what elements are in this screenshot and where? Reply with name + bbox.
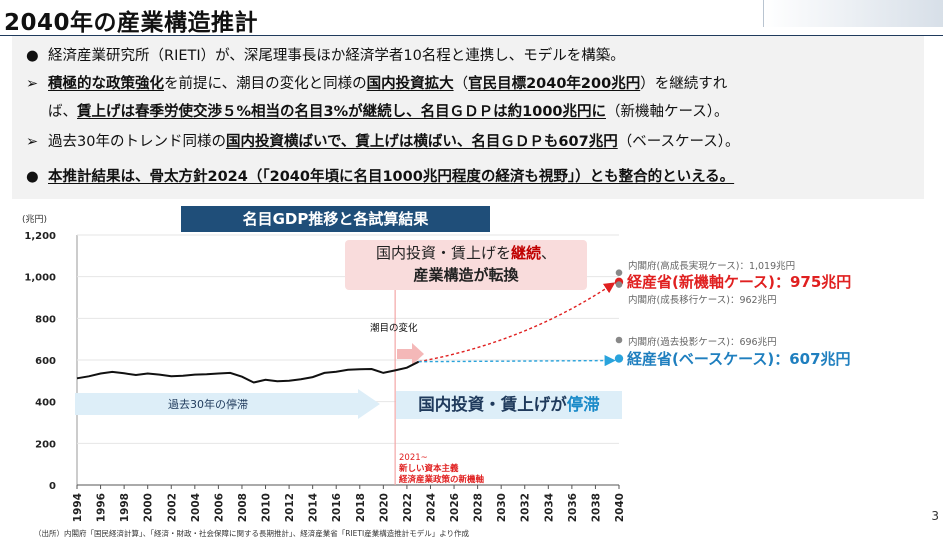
y-tick-label: 400: [35, 398, 56, 409]
bullet-2-text-4: ば、: [48, 104, 77, 120]
marker-note-line-2: 新しい資本主義: [399, 463, 459, 474]
bullet-2-emph-3: 官民目標2040年200兆円: [468, 76, 641, 92]
cabinet-high-growth-label: 内閣府(高成長実現ケース)：1,019兆円: [628, 261, 796, 272]
bullet-3-text-2: （ベースケース）。: [617, 134, 740, 150]
x-tick-label: 2028: [473, 493, 485, 522]
new-axis-projection-line: [418, 282, 616, 363]
bullet-2-line-2: ば、賃上げは春季労使交渉５%相当の名目3%が継続し、名目ＧＤＰは約1000兆円に…: [48, 102, 729, 122]
x-tick-label: 2018: [355, 493, 367, 522]
page-number: 3: [931, 509, 939, 523]
shiome-label: 潮目の変化: [370, 322, 418, 334]
x-tick-label: 2030: [496, 493, 508, 522]
cabinet-past-projection-label: 内閣府(過去投影ケース)：696兆円: [628, 337, 777, 348]
x-tick-label: 2026: [449, 493, 461, 522]
continue-callout: 国内投資・賃上げを継続、 産業構造が転換: [345, 240, 587, 290]
source-note: （出所）内閣府「国民経済計算」、「経済・財政・社会保障に関する長期推計」、経済産…: [34, 529, 470, 538]
x-tick-label: 2032: [520, 493, 532, 522]
x-tick-label: 2012: [284, 493, 296, 522]
bullet-3-emph: 国内投資横ばいで、賃上げは横ばい、名目ＧＤＰも607兆円: [225, 134, 618, 150]
page-title: 2040年の産業構造推計: [4, 10, 259, 36]
y-tick-label: 0: [49, 481, 56, 492]
callout-text-2: 、: [541, 244, 557, 262]
summary-box: ● 経済産業研究所（RIETI）が、深尾理事長ほか経済学者10名程と連携し、モデル…: [12, 36, 924, 199]
marker-note-line-3: 経済産業政策の新機軸: [399, 474, 485, 485]
x-tick-label: 2000: [143, 493, 155, 522]
x-tick-label: 2010: [261, 493, 273, 522]
x-tick-label: 2024: [425, 493, 437, 522]
bullet-4-text: 本推計結果は、骨太方針2024（「2040年頃に名目1000兆円程度の経済も視野…: [48, 169, 735, 185]
callout-text-1: 国内投資・賃上げを: [375, 244, 511, 262]
title-divider: [0, 35, 943, 36]
bullet-3-text-1: 過去30年のトレンド同様の: [48, 134, 226, 150]
x-tick-label: 2034: [543, 493, 555, 522]
stagnation-arrow: [75, 389, 380, 419]
bullet-1-text: 経済産業研究所（RIETI）が、深尾理事長ほか経済学者10名程と連携し、モデルを…: [48, 48, 625, 64]
bullet-2-text-1: を前提に、潮目の変化と同様の: [164, 76, 367, 92]
y-axis-unit-label: (兆円): [22, 215, 48, 225]
stag-text-blue: 停滞: [566, 395, 600, 414]
y-tick-label: 1,200: [24, 231, 56, 242]
chart-title: 名目GDP推移と各試算結果: [181, 206, 490, 232]
stagnation-callout: 国内投資・賃上げが停滞: [396, 391, 622, 419]
x-tick-label: 2040: [614, 493, 626, 522]
projection-point-0: [615, 269, 623, 277]
y-tick-label: 600: [35, 356, 56, 367]
bullet-2-emph-1: 積極的な政策強化: [48, 76, 164, 92]
arrow-bullet-icon: ➢: [26, 134, 39, 150]
bullet-dot-icon: ●: [26, 169, 39, 185]
bullet-2-text-5: （新機軸ケース）。: [606, 104, 729, 120]
x-tick-label: 1998: [119, 493, 131, 522]
x-tick-label: 2036: [567, 493, 579, 522]
y-tick-label: 200: [35, 439, 56, 450]
bullet-2-text-2: （: [453, 76, 469, 92]
y-tick-label: 1,000: [24, 273, 56, 284]
arrow-bullet-icon: ➢: [26, 76, 39, 92]
stag-text-1: 国内投資・賃上げが: [418, 395, 567, 414]
callout-text-3: 産業構造が転換: [413, 266, 519, 284]
bullet-4: ● 本推計結果は、骨太方針2024（「2040年頃に名目1000兆円程度の経済も視…: [26, 167, 734, 187]
bullet-2-emph-2: 国内投資拡大: [366, 76, 454, 92]
x-tick-label: 2038: [590, 493, 602, 522]
meti-new-axis-label: 経産省(新機軸ケース)：975兆円: [627, 273, 852, 291]
stagnation-arrow-label: 過去30年の停滞: [168, 397, 248, 411]
x-tick-label: 1994: [72, 493, 84, 522]
projection-point-3: [615, 336, 623, 344]
cabinet-growth-transition-label: 内閣府(成長移行ケース)：962兆円: [628, 295, 777, 306]
bullet-3: ➢ 過去30年のトレンド同様の国内投資横ばいで、賃上げは横ばい、名目ＧＤＰも607…: [26, 132, 740, 152]
x-tick-label: 2022: [402, 493, 414, 522]
x-tick-label: 2014: [308, 493, 320, 522]
projection-point-4: [614, 354, 624, 363]
meti-base-case-label: 経産省(ベースケース)：607兆円: [627, 350, 851, 368]
callout-text-red: 継続: [510, 244, 541, 262]
marker-note-line-1: 2021~: [399, 453, 428, 463]
bullet-1: ● 経済産業研究所（RIETI）が、深尾理事長ほか経済学者10名程と連携し、モデル…: [26, 46, 625, 66]
x-tick-label: 2008: [237, 493, 249, 522]
bullet-2-text-3: ）を継続すれ: [640, 76, 728, 92]
projection-point-2: [615, 281, 623, 288]
historical-gdp-line: [76, 360, 420, 384]
base-case-projection-line: [418, 354, 616, 367]
x-tick-label: 2002: [166, 493, 178, 522]
x-tick-label: 2016: [331, 493, 343, 522]
x-tick-label: 2006: [213, 493, 225, 522]
bullet-2-emph-4: 賃上げは春季労使交渉５%相当の名目3%が継続し、名目ＧＤＰは約1000兆円に: [77, 104, 606, 120]
x-tick-label: 1996: [96, 493, 108, 522]
header-decoration: [763, 0, 943, 27]
shiome-arrow: [397, 343, 424, 365]
y-tick-label: 800: [35, 314, 56, 325]
bullet-dot-icon: ●: [26, 48, 39, 64]
x-tick-label: 2004: [190, 493, 202, 522]
bullet-2: ➢ 積極的な政策強化を前提に、潮目の変化と同様の国内投資拡大（官民目標2040年2…: [26, 74, 727, 94]
x-tick-label: 2020: [378, 493, 390, 522]
